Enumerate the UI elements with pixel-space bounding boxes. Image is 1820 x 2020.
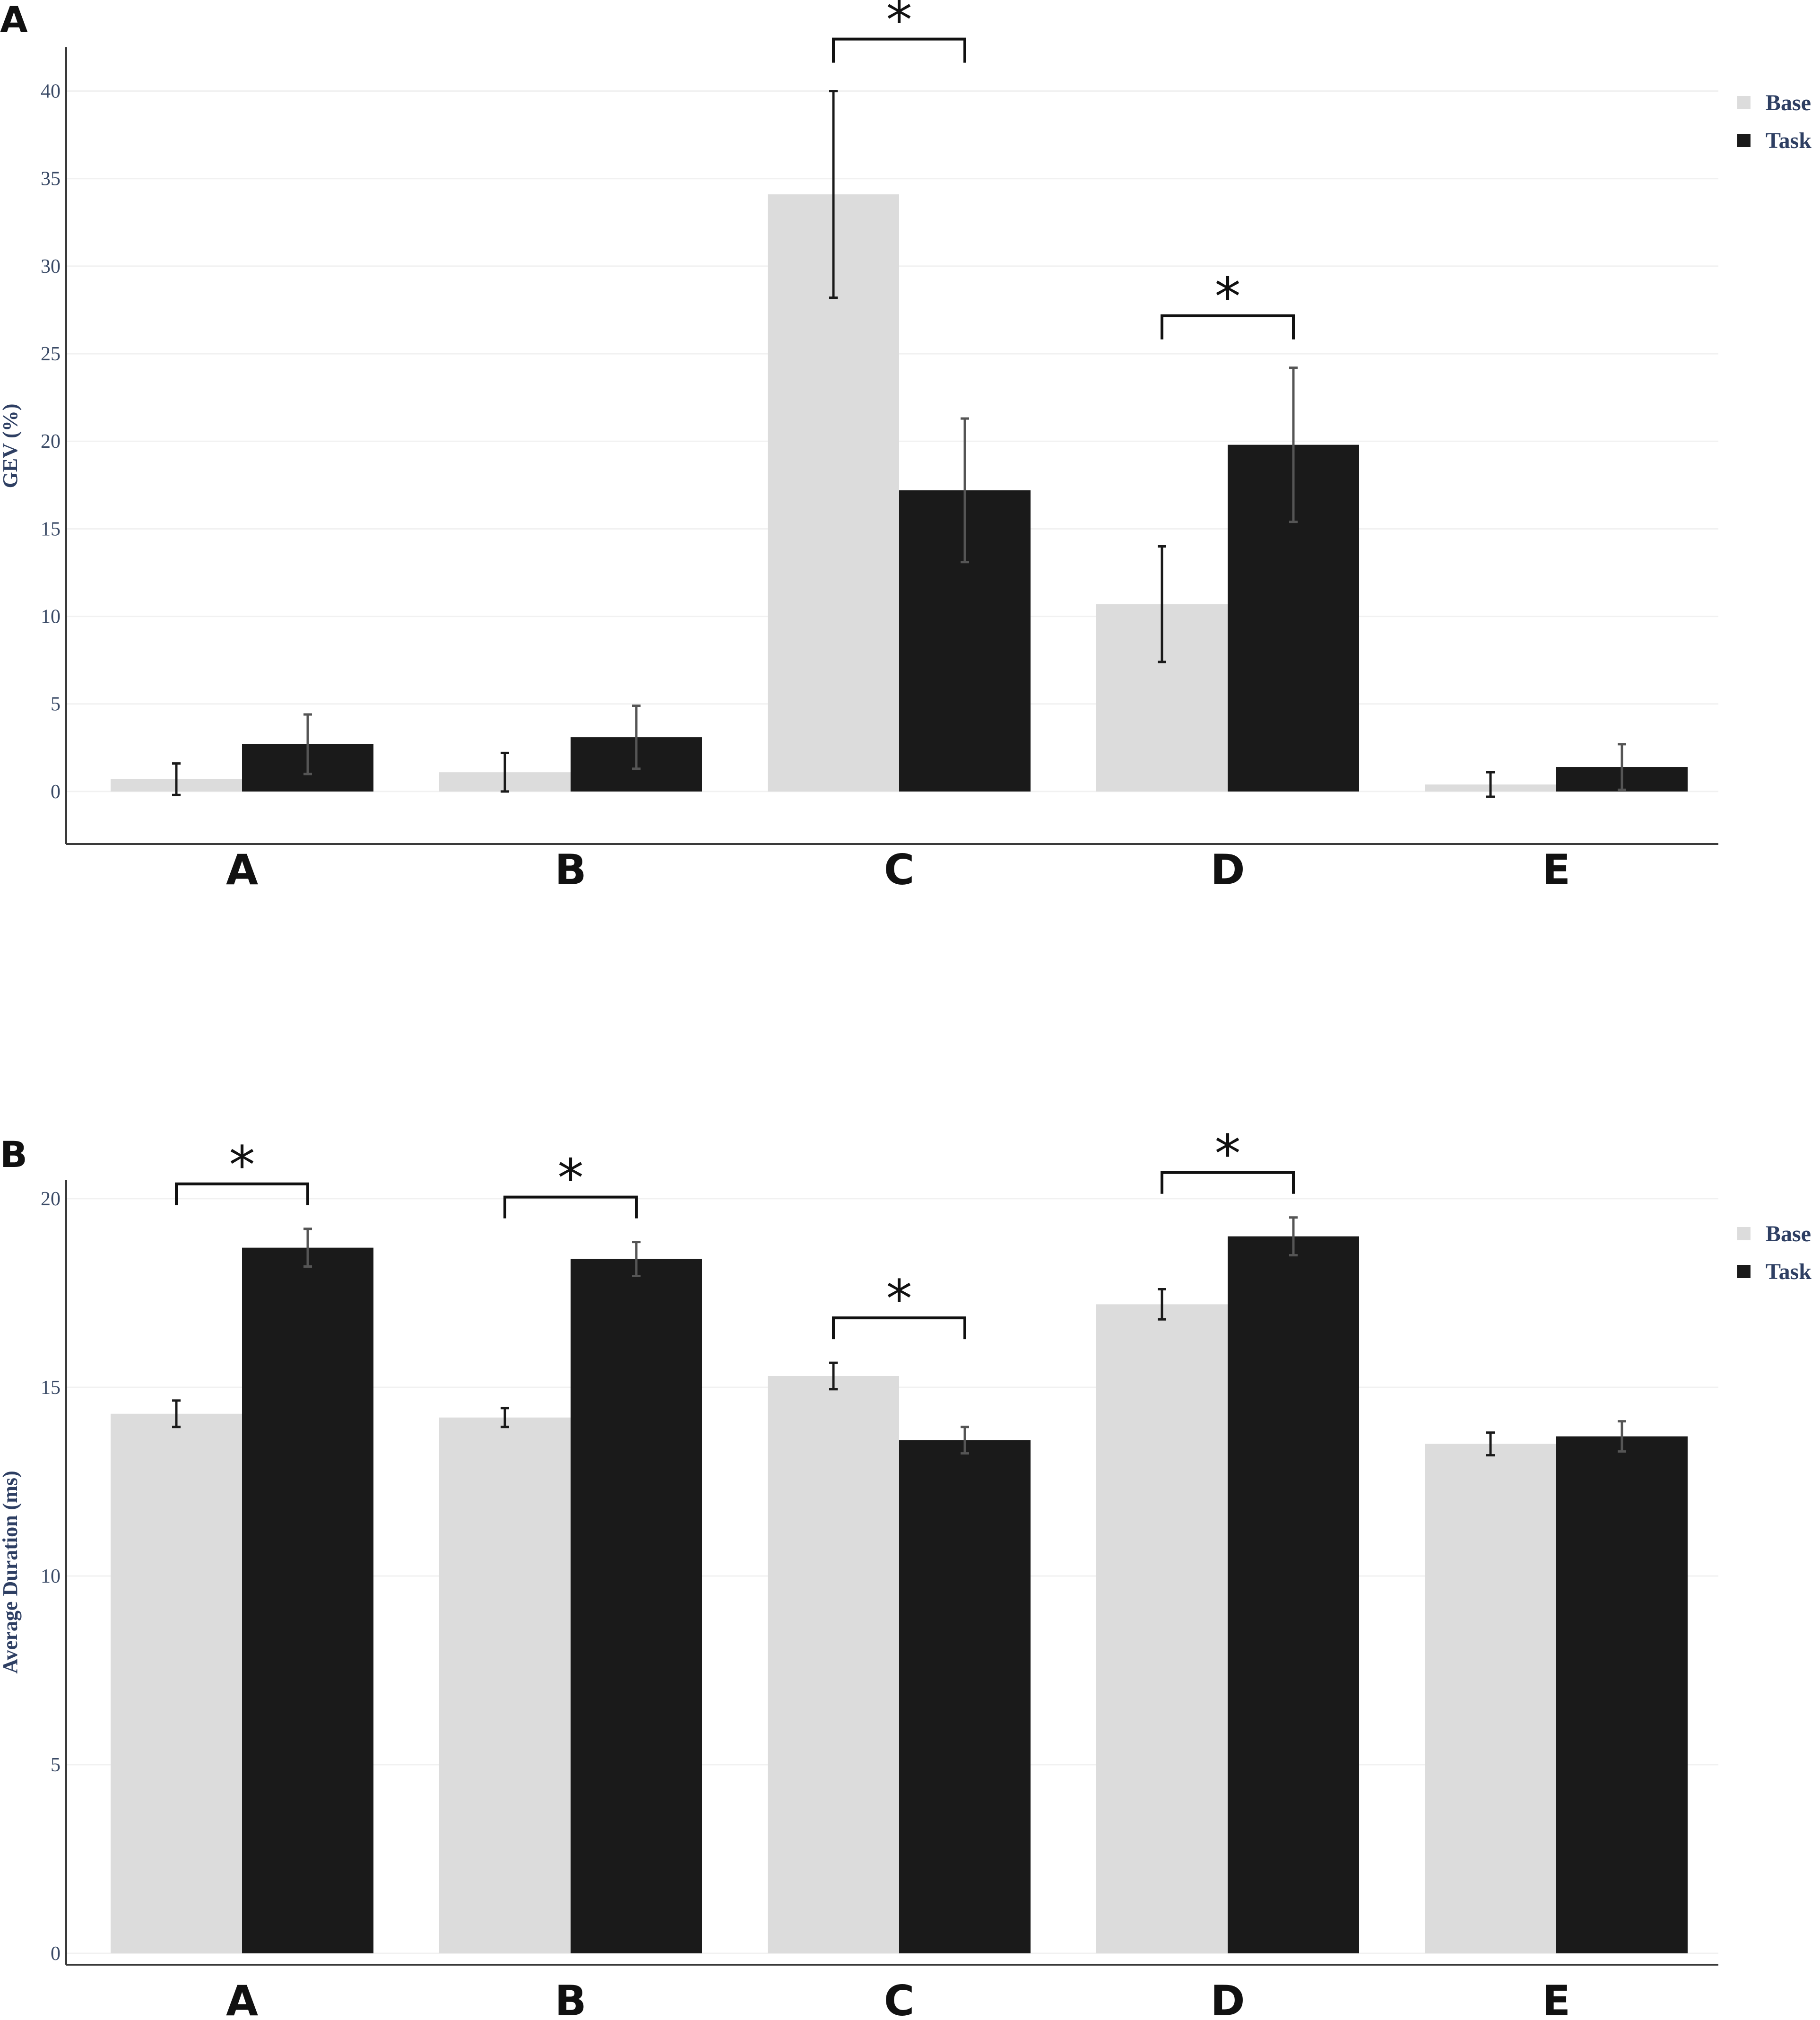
significance-bracket — [832, 37, 966, 63]
significance-star: * — [229, 1135, 255, 1195]
bar-task-d — [1228, 1236, 1359, 1954]
significance-bracket — [503, 1195, 638, 1219]
x-category-label: A — [226, 845, 258, 894]
bar-task-e — [1556, 1436, 1688, 1954]
y-tick-label: 35 — [41, 168, 61, 190]
y-tick-label: 40 — [41, 81, 61, 103]
legend-label-base: Base — [1766, 1221, 1811, 1246]
bar-task-c — [899, 1440, 1031, 1954]
y-tick-label: 15 — [41, 518, 61, 540]
significance-bracket — [1161, 1171, 1295, 1194]
bar-base-e — [1425, 1444, 1556, 1954]
x-category-label: B — [555, 845, 586, 894]
bar-task-b — [571, 1259, 702, 1954]
y-tick-label: 25 — [41, 343, 61, 365]
y-tick-label: 15 — [41, 1377, 61, 1399]
y-tick-label: 0 — [51, 781, 61, 803]
chart-panel-a: A 0 5 10 15 20 25 30 35 40 GEV (%) A B C D E * * Base Task — [0, 0, 1811, 894]
y-tick-label: 30 — [41, 256, 61, 278]
legend-swatch-task — [1737, 134, 1751, 147]
bar-base-d — [1096, 1304, 1228, 1954]
panel-letter: A — [0, 0, 28, 41]
significance-star: * — [1215, 1123, 1241, 1184]
panel-letter: B — [0, 1133, 27, 1175]
bar-base-b — [439, 1417, 571, 1954]
bar-base-a — [111, 1413, 242, 1954]
y-tick-label: 5 — [51, 694, 61, 715]
x-category-label: C — [884, 845, 915, 894]
y-tick-label: 5 — [51, 1754, 61, 1776]
y-tick-label: 10 — [41, 1566, 61, 1587]
legend-label-task: Task — [1766, 128, 1811, 153]
significance-bracket — [832, 1316, 966, 1340]
legend-swatch-base — [1737, 1227, 1751, 1240]
y-tick-label: 20 — [41, 1188, 61, 1210]
x-category-label: D — [1210, 845, 1245, 894]
significance-star: * — [558, 1148, 584, 1209]
chart-panel-b: B 0 5 10 15 20 Average Duration (ms) A B C D E * * * * B… — [0, 1123, 1811, 2020]
x-category-label: A — [226, 1976, 258, 2020]
significance-star: * — [886, 0, 912, 51]
y-tick-label: 0 — [51, 1943, 61, 1965]
x-category-label: B — [555, 1976, 586, 2020]
x-category-label: D — [1210, 1976, 1245, 2020]
y-axis-title: GEV (%) — [0, 404, 22, 488]
legend-label-base: Base — [1766, 90, 1811, 115]
x-category-label: E — [1542, 845, 1570, 894]
significance-bracket — [175, 1182, 309, 1205]
bar-base-c — [768, 1376, 899, 1954]
x-category-label: E — [1542, 1976, 1570, 2020]
x-category-label: C — [884, 1976, 915, 2020]
y-tick-label: 20 — [41, 431, 61, 453]
y-tick-label: 10 — [41, 606, 61, 628]
significance-star: * — [886, 1269, 912, 1329]
legend-label-task: Task — [1766, 1259, 1811, 1284]
legend-swatch-task — [1737, 1265, 1751, 1278]
y-axis-title: Average Duration (ms) — [0, 1471, 22, 1673]
significance-bracket — [1161, 314, 1295, 340]
legend-swatch-base — [1737, 96, 1751, 109]
significance-star: * — [1215, 267, 1241, 327]
bar-task-a — [242, 1247, 373, 1954]
